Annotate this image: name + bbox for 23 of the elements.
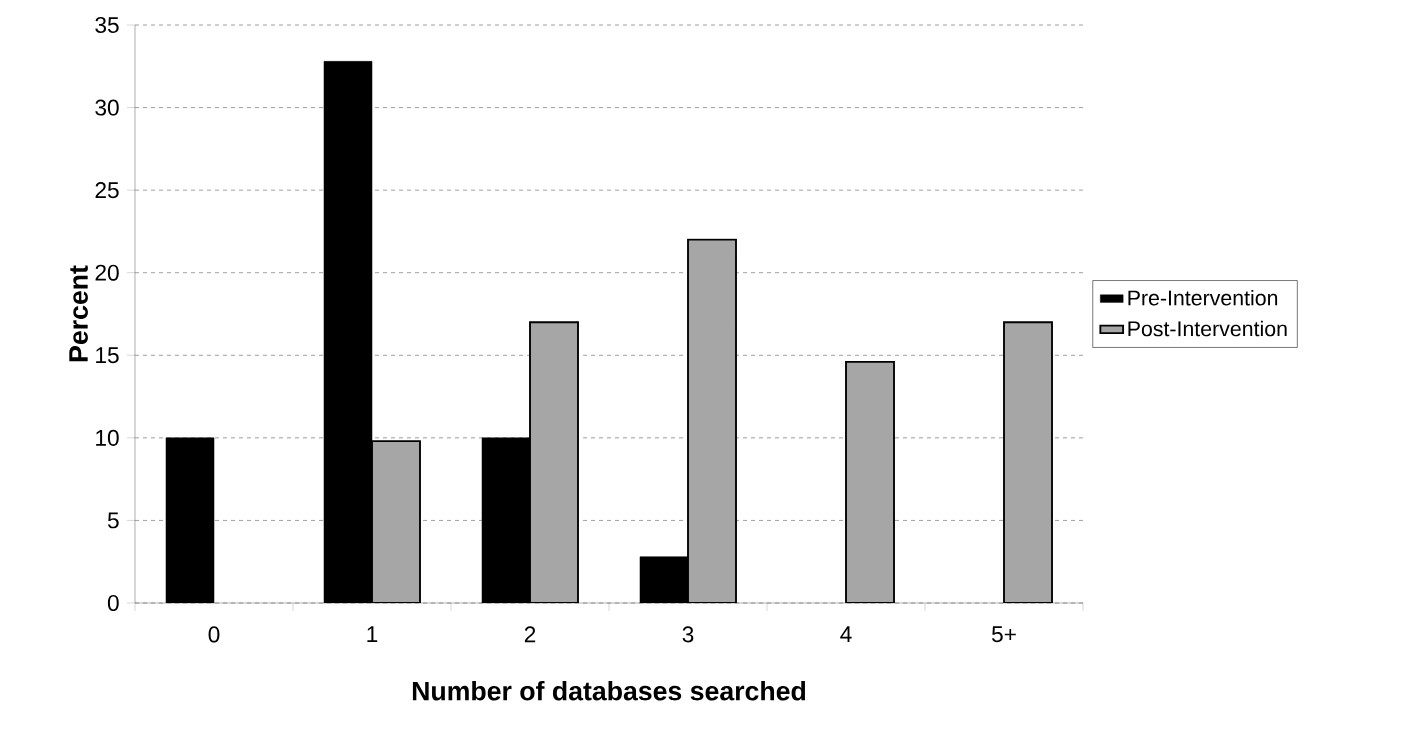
y-tick-label: 10	[96, 429, 119, 446]
x-tick-label: 3	[682, 626, 694, 643]
legend-label: Pre-Intervention	[1128, 289, 1278, 306]
y-tick-label: 35	[95, 16, 119, 34]
x-tick-label: 4	[840, 626, 852, 642]
legend-label: Post-Intervention	[1128, 320, 1287, 337]
y-axis-title: Percent	[69, 265, 88, 362]
y-tick-label: 5	[107, 512, 119, 529]
y-tick-label: 20	[95, 264, 119, 281]
x-tick-label: 5+	[991, 626, 1016, 643]
x-tick-label: 1	[367, 626, 378, 642]
x-axis-title: Number of databases searched	[412, 680, 806, 701]
y-tick-label: 0	[107, 594, 119, 612]
bar	[687, 238, 737, 603]
y-tick-label: 30	[95, 99, 119, 116]
x-tick-label: 2	[524, 626, 536, 643]
bar	[1003, 321, 1053, 603]
x-tick-label: 0	[208, 626, 220, 643]
bar	[371, 440, 421, 603]
bar	[529, 321, 579, 603]
y-tick-label: 25	[95, 182, 119, 199]
y-tick-label: 15	[96, 347, 119, 364]
bar	[845, 360, 895, 603]
